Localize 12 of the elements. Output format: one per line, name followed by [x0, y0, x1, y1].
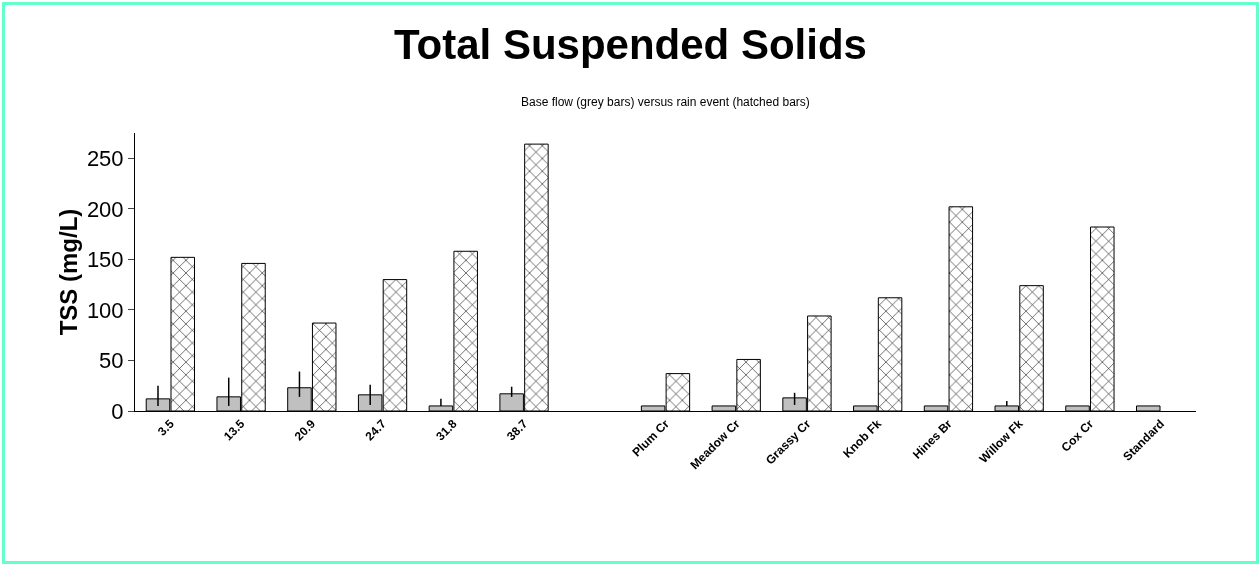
y-tick-label: 0 — [111, 398, 124, 424]
y-tick-label: 250 — [86, 145, 124, 171]
x-tick-label: Cox Cr — [1058, 416, 1097, 455]
y-tick-label: 100 — [86, 297, 124, 323]
y-tick-label: 200 — [86, 196, 124, 222]
x-tick-label: 31.8 — [433, 416, 460, 444]
y-tick-label: 150 — [86, 247, 124, 273]
x-tick-label: 3.5 — [155, 416, 177, 439]
chart-title: Total Suspended Solids — [394, 21, 867, 69]
y-axis-title: TSS (mg/L) — [55, 208, 82, 336]
chart-subtitle: Base flow (grey bars) versus rain event (hatched bars) — [521, 95, 810, 109]
y-tick-label: 50 — [99, 348, 124, 374]
